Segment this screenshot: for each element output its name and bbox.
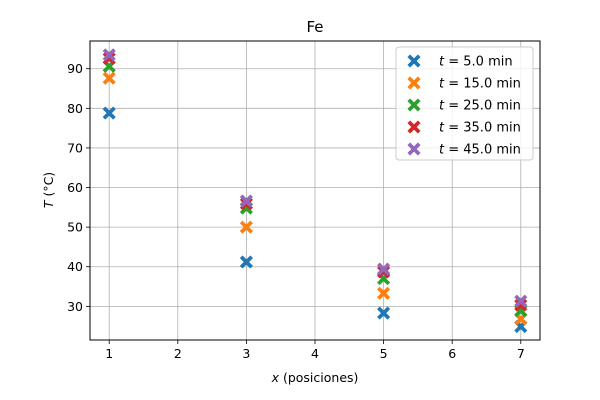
y-tick-label: 60 — [67, 180, 83, 195]
legend-label: t = 25.0 min — [439, 99, 521, 114]
x-tick-label: 3 — [242, 346, 250, 361]
y-tick-label: 50 — [67, 220, 83, 235]
y-tick-label: 40 — [67, 259, 83, 274]
data-point-series-4 — [376, 262, 391, 276]
y-axis-label: T (°C) — [41, 172, 56, 208]
legend-label-var: t — [439, 99, 445, 114]
x-tick-label: 4 — [311, 346, 319, 361]
legend-label: t = 15.0 min — [439, 77, 521, 92]
legend-marker — [407, 76, 421, 90]
plot-area-frame — [89, 40, 541, 341]
y-tick-label: 80 — [67, 101, 83, 116]
y-tick-label: 70 — [67, 140, 83, 155]
data-point-series-4 — [514, 294, 528, 308]
legend-marker — [407, 98, 421, 112]
data-point-series-3 — [239, 197, 254, 211]
legend-label-rest: = 5.0 min — [444, 55, 512, 70]
legend-label: t = 45.0 min — [439, 143, 521, 158]
data-point-series-4 — [239, 194, 254, 208]
x-tick-label: 2 — [174, 346, 182, 361]
x-tick-label: 1 — [105, 346, 113, 361]
legend-label-var: t — [439, 55, 445, 70]
x-axis-label-rest: (posiciones) — [279, 370, 358, 385]
legend-box — [395, 46, 534, 161]
legend-label-var: t — [439, 143, 445, 158]
grid — [90, 41, 540, 340]
y-axis-label-var: T — [41, 199, 56, 208]
data-point-series-3 — [376, 265, 391, 279]
data-point-series-1 — [239, 220, 254, 234]
legend-label-var: t — [439, 121, 445, 136]
data-point-series-0 — [239, 255, 254, 269]
axis-ticks: 1 2 3 4 5 6 7 30 40 50 60 70 80 90 — [67, 61, 525, 361]
legend-label-rest: = 35.0 min — [444, 121, 521, 136]
y-tick-label: 90 — [67, 61, 83, 76]
y-tick-label: 30 — [67, 299, 83, 314]
legend-label: t = 5.0 min — [439, 55, 513, 70]
data-point-series-0 — [102, 106, 116, 120]
x-axis-label: x (posiciones) — [271, 370, 359, 385]
data-point-series-4 — [102, 48, 116, 62]
legend-marker — [407, 54, 421, 68]
legend-label-rest: = 25.0 min — [444, 99, 521, 114]
legend-label: t = 35.0 min — [439, 121, 521, 136]
x-tick-label: 5 — [380, 346, 388, 361]
legend-marker — [407, 142, 421, 156]
legend-marker — [407, 120, 421, 134]
x-tick-label: 6 — [448, 346, 456, 361]
chart-title: Fe — [306, 18, 323, 36]
data-point-series-1 — [102, 71, 116, 85]
data-markers — [102, 48, 528, 334]
data-point-series-0 — [376, 306, 391, 320]
x-axis-label-var: x — [271, 370, 280, 385]
legend-label-rest: = 45.0 min — [444, 143, 521, 158]
legend-label-var: t — [439, 77, 445, 92]
x-tick-label: 7 — [517, 346, 525, 361]
y-axis-label-rest: (°C) — [41, 172, 56, 201]
legend-label-rest: = 15.0 min — [444, 77, 521, 92]
data-point-series-1 — [376, 286, 391, 300]
